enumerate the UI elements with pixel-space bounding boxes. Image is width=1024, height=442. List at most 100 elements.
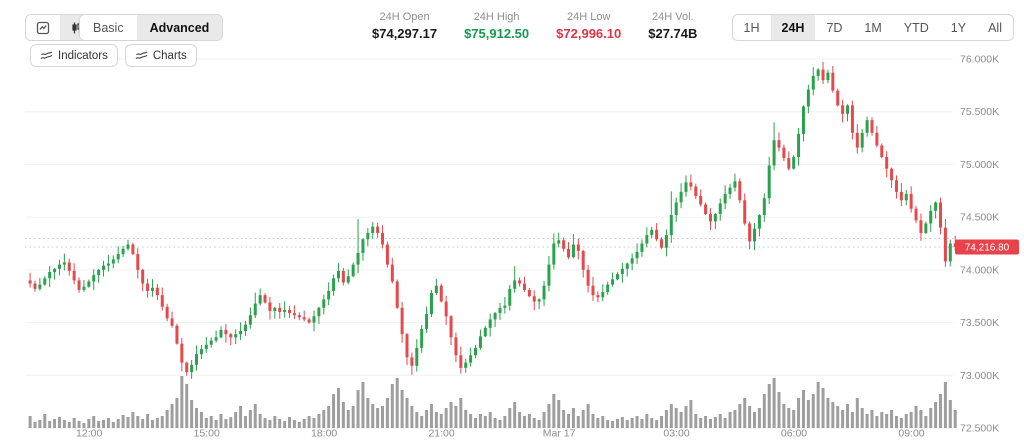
volume-bar — [728, 412, 732, 428]
volume-bar — [243, 416, 247, 428]
candle-body — [116, 254, 120, 260]
chart-tools: Indicators Charts — [30, 44, 197, 67]
volume-bar — [684, 406, 688, 428]
candle-body — [806, 89, 810, 107]
volume-bar — [253, 404, 257, 428]
x-tick-label: 12:00 — [76, 428, 102, 440]
tab-advanced[interactable]: Advanced — [136, 15, 223, 40]
candle-body — [214, 337, 218, 341]
volume-bar — [953, 410, 957, 428]
candle-body — [552, 243, 556, 265]
volume-bar — [297, 422, 301, 428]
candle-body — [170, 318, 174, 326]
volume-bar — [787, 408, 791, 428]
candle-body — [718, 203, 722, 214]
range-all[interactable]: All — [977, 15, 1013, 40]
range-1h[interactable]: 1H — [732, 15, 771, 40]
stat-low: 24H Low $72,996.10 — [556, 11, 621, 41]
volume-bar — [748, 406, 752, 428]
volume-bar — [478, 414, 482, 428]
range-1m[interactable]: 1M — [853, 15, 893, 40]
candle-body — [449, 316, 453, 338]
volume-bar — [160, 416, 164, 428]
candle-body — [248, 315, 252, 325]
candle-body — [885, 157, 889, 169]
stat-high-label: 24H High — [473, 11, 520, 23]
candle-body — [948, 243, 952, 262]
volume-bar — [106, 418, 110, 428]
tab-basic[interactable]: Basic — [80, 15, 137, 40]
y-tick-label: 73.500K — [960, 317, 999, 329]
volume-bar — [28, 416, 32, 428]
candle-body — [527, 289, 531, 297]
volume-bar — [625, 420, 629, 428]
volume-bar — [797, 398, 801, 428]
volume-bar — [371, 404, 375, 428]
volume-bar — [943, 382, 947, 428]
candle-body — [635, 251, 639, 259]
volume-bar — [713, 417, 717, 428]
charts-label: Charts — [152, 49, 187, 62]
range-ytd[interactable]: YTD — [892, 15, 940, 40]
volume-bar — [420, 416, 424, 428]
volume-bar — [924, 416, 928, 428]
indicators-button[interactable]: Indicators — [30, 44, 118, 67]
candle-body — [332, 278, 336, 291]
volume-bar — [630, 418, 634, 428]
candle-body — [195, 354, 199, 365]
candle-body — [899, 191, 903, 201]
volume-bar — [332, 394, 336, 428]
candle-body — [420, 328, 424, 348]
candle-body — [743, 200, 747, 224]
volume-bar — [914, 406, 918, 428]
candle-body — [669, 215, 673, 236]
volume-bar — [43, 414, 47, 428]
line-chart-mode-button[interactable] — [26, 15, 60, 40]
volume-bar — [258, 414, 262, 428]
charts-button[interactable]: Charts — [124, 44, 197, 67]
volume-bar — [826, 398, 830, 428]
volume-bar — [283, 421, 287, 428]
candle-body — [664, 235, 668, 248]
range-24h[interactable]: 24H — [770, 15, 816, 40]
candle-body — [38, 284, 42, 289]
volume-bar — [102, 420, 106, 428]
candle-body — [723, 193, 727, 204]
candle-body — [601, 291, 605, 298]
volume-bar — [400, 390, 404, 428]
volume-bar — [405, 398, 409, 428]
volume-bar — [674, 408, 678, 428]
volume-bar — [704, 416, 708, 428]
volume-bar — [723, 418, 727, 428]
candle-body — [929, 210, 933, 224]
volume-bar — [890, 410, 894, 428]
volume-bar — [72, 418, 76, 428]
candle-body — [444, 301, 448, 317]
volume-bar — [483, 416, 487, 428]
candle-body — [258, 295, 262, 304]
volume-bar — [552, 394, 556, 428]
candle-body — [243, 324, 247, 332]
candle-body — [459, 355, 463, 368]
candle-body — [87, 281, 91, 287]
volume-bar — [87, 419, 91, 428]
candle-body — [567, 248, 571, 258]
volume-bar — [390, 384, 394, 428]
volume-bar — [841, 410, 845, 428]
volume-bar — [429, 404, 433, 428]
candle-body — [532, 296, 536, 302]
candle-body — [410, 357, 414, 366]
candle-body — [762, 198, 766, 216]
candle-body — [146, 283, 150, 291]
candle-body — [880, 145, 884, 158]
volume-bar — [464, 410, 468, 428]
volume-bar — [875, 416, 879, 428]
candle-body — [894, 180, 898, 192]
candle-body — [542, 285, 546, 300]
range-1y[interactable]: 1Y — [939, 15, 978, 40]
volume-bar — [792, 410, 796, 428]
volume-bar — [527, 414, 531, 428]
candle-body — [772, 140, 776, 166]
range-7d[interactable]: 7D — [815, 15, 854, 40]
